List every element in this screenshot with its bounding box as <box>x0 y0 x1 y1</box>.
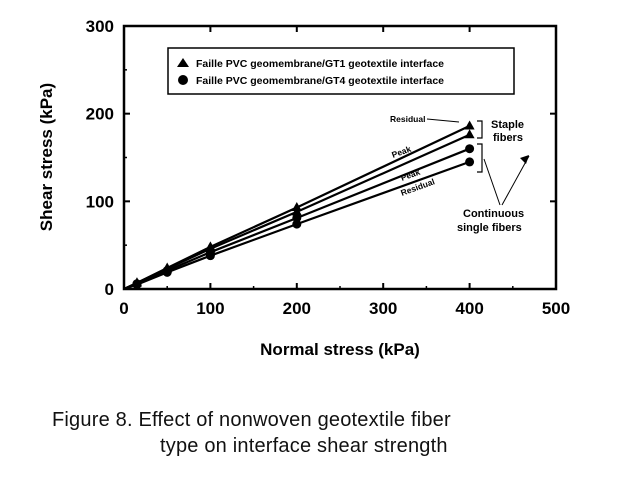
y-axis-title: Shear stress (kPa) <box>37 83 56 231</box>
data-point-circle <box>465 157 475 167</box>
legend-box <box>167 47 515 95</box>
data-point-circle <box>205 251 215 261</box>
legend-entry-gt4: Faille PVC geomembrane/GT4 geotextile in… <box>196 75 444 87</box>
figure-caption: Figure 8. Effect of nonwoven geotextile … <box>52 407 451 459</box>
label-staple-line1: Staple <box>491 119 524 131</box>
legend-triangle-marker <box>177 58 189 67</box>
label-continuous-line1: Continuous <box>463 208 524 220</box>
label-residual-top: Residual <box>390 114 425 124</box>
x-tick-label: 100 <box>196 299 224 318</box>
y-tick-label: 0 <box>105 280 114 299</box>
arrow-continuous-b <box>501 155 530 206</box>
x-tick-label: 0 <box>119 299 128 318</box>
label-continuous-line2: single fibers <box>457 222 522 234</box>
annotations: Residual Peak Peak Residual Staple fiber… <box>390 114 530 234</box>
y-tick-label: 100 <box>86 192 114 211</box>
x-tick-label: 300 <box>369 299 397 318</box>
x-axis-title: Normal stress (kPa) <box>260 340 420 359</box>
y-tick-label: 200 <box>86 105 114 124</box>
label-staple-line2: fibers <box>493 132 523 144</box>
data-point-circle <box>132 280 142 290</box>
legend: Faille PVC geomembrane/GT1 geotextile in… <box>167 47 515 95</box>
bracket-continuous <box>477 143 483 173</box>
arrow-continuous-a <box>483 158 501 206</box>
x-tick-label: 200 <box>283 299 311 318</box>
data-point-triangle <box>464 120 475 130</box>
arrowhead-continuous-b <box>520 155 529 164</box>
data-point-circle <box>465 144 475 154</box>
legend-circle-marker <box>178 75 188 85</box>
data-point-triangle <box>291 206 302 216</box>
x-tick-label: 500 <box>542 299 570 318</box>
legend-entry-gt1: Faille PVC geomembrane/GT1 geotextile in… <box>196 58 444 70</box>
data-point-triangle <box>464 129 475 139</box>
data-point-circle <box>292 219 302 229</box>
y-tick-label: 300 <box>86 17 114 36</box>
plot-area: 0 100 200 300 400 500 0 100 200 300 <box>86 17 571 318</box>
leader-residual-top <box>426 118 460 123</box>
caption-line-1: Figure 8. Effect of nonwoven geotextile … <box>52 409 451 431</box>
data-point-circle <box>162 267 172 277</box>
caption-line-2: type on interface shear strength <box>160 435 448 457</box>
bracket-staple <box>477 120 483 139</box>
x-tick-label: 400 <box>455 299 483 318</box>
